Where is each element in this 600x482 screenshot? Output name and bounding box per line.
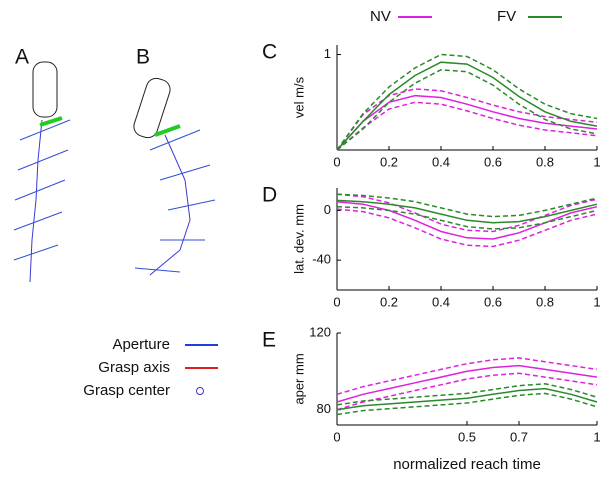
x-tick-label: 1 [593,294,600,309]
y-tick-label: -40 [312,252,331,267]
error-band [336,193,598,218]
error-band [336,205,598,230]
x-tick-label: 0.5 [458,429,476,444]
legend-label: NV [370,8,391,25]
mean-line [336,61,598,151]
legend-swatch [196,387,204,395]
object [133,77,171,139]
legend-label: Grasp center [83,382,170,399]
x-tick-label: 0 [333,429,340,444]
error-band [336,193,598,233]
legend-label: Grasp axis [98,359,170,376]
y-tick-label: 120 [309,324,331,339]
mean-line [336,364,598,403]
y-tick-label: 0 [324,202,331,217]
error-band [336,88,598,151]
mean-line [336,94,598,151]
y-axis-label: aper mm [291,353,306,404]
error-band [336,69,598,151]
x-axis-label: normalized reach time [393,456,541,473]
panel-label: B [136,46,150,69]
error-band [336,383,598,406]
y-tick-label: 1 [324,46,331,61]
grasp-start [39,116,63,127]
mean-line [336,199,598,224]
x-tick-label: 0.4 [432,154,450,169]
error-band [336,357,598,396]
error-band [336,392,598,416]
y-tick-label: 80 [317,401,331,416]
grasp-path [29,119,43,283]
panel-a-sketch [13,61,71,283]
mean-line [336,200,598,240]
y-axis-label: vel m/s [291,76,306,118]
grasp-path [149,134,191,276]
x-tick-label: 0.6 [484,154,502,169]
x-tick-label: 0 [333,294,340,309]
x-tick-label: 0.4 [432,294,450,309]
x-tick-label: 0.6 [484,294,502,309]
x-tick-label: 1 [593,429,600,444]
aperture [134,129,216,273]
object [32,61,58,118]
error-band [336,208,598,248]
aperture [13,119,71,261]
x-tick-label: 0.8 [536,154,554,169]
error-band [336,372,598,411]
legend-label: Aperture [112,336,170,353]
x-tick-label: 1 [593,154,600,169]
x-tick-label: 0 [333,154,340,169]
legend-label: FV [497,8,516,25]
x-tick-label: 0.2 [380,154,398,169]
x-tick-label: 0.7 [510,429,528,444]
y-axis-label: lat. dev. mm [291,204,306,274]
x-tick-label: 0.2 [380,294,398,309]
panel-label: D [262,184,277,207]
grasp-start [154,124,181,137]
panel-b-sketch [133,77,216,276]
mean-line [336,387,598,411]
panel-label: A [15,46,29,69]
error-band [336,53,598,151]
x-tick-label: 0.8 [536,294,554,309]
panel-label: C [262,41,277,64]
panel-label: E [262,329,276,352]
error-band [336,101,598,151]
